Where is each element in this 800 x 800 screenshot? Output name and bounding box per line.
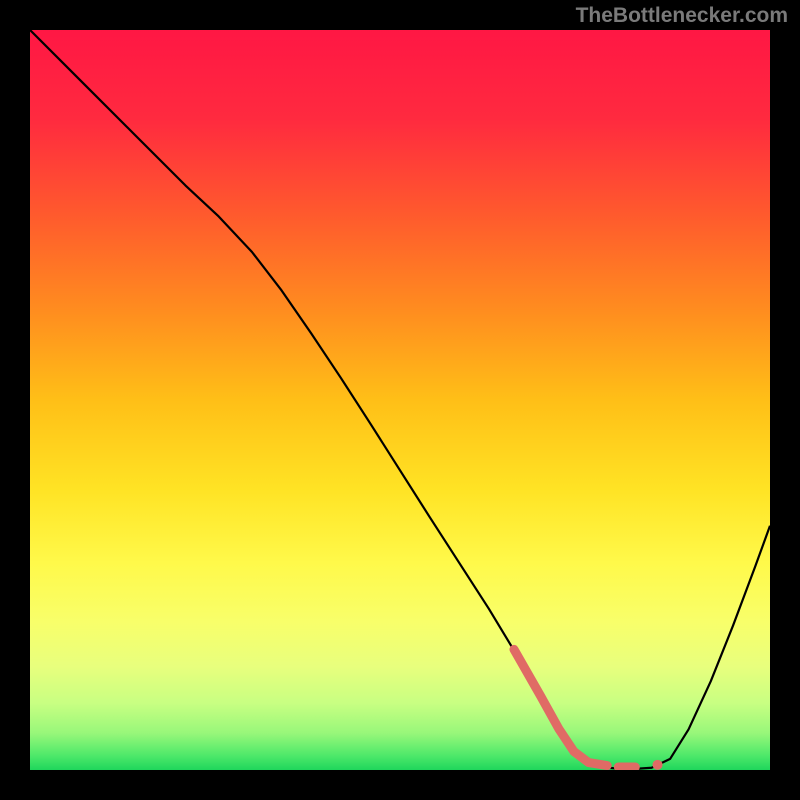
chart-container: TheBottlenecker.com bbox=[0, 0, 800, 800]
curve-layer bbox=[30, 30, 770, 770]
watermark-text: TheBottlenecker.com bbox=[576, 4, 788, 28]
accent-dot bbox=[653, 760, 663, 770]
bottleneck-curve bbox=[30, 30, 770, 769]
accent-segment bbox=[514, 649, 607, 765]
plot-area bbox=[30, 30, 770, 770]
accent-overlay bbox=[514, 649, 663, 769]
